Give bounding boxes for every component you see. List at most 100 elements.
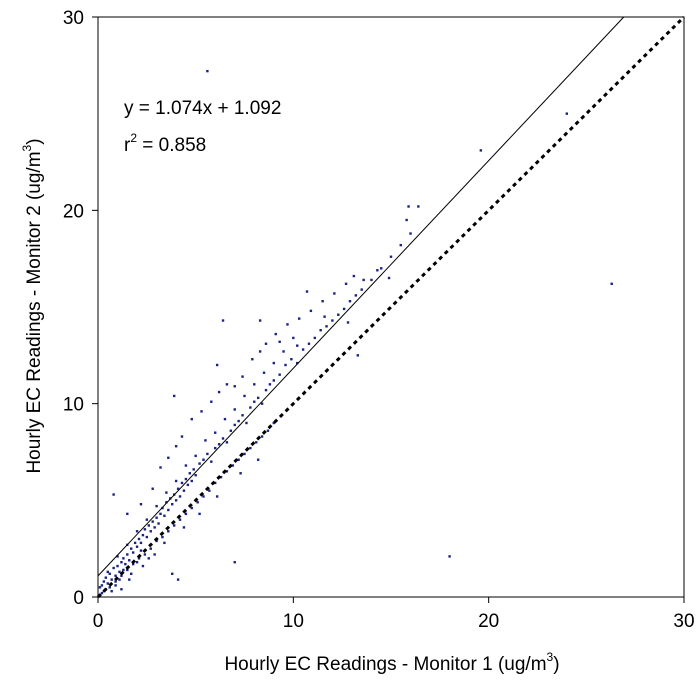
data-point bbox=[256, 458, 260, 461]
data-point bbox=[180, 435, 184, 438]
data-point bbox=[305, 290, 309, 293]
data-point bbox=[163, 514, 166, 517]
data-point bbox=[120, 561, 123, 564]
data-point bbox=[231, 464, 234, 467]
data-point bbox=[417, 205, 420, 208]
data-point bbox=[262, 371, 266, 374]
data-point bbox=[284, 363, 287, 367]
data-point bbox=[135, 530, 139, 533]
data-point bbox=[223, 417, 227, 421]
data-point bbox=[100, 584, 104, 587]
data-point bbox=[143, 528, 147, 531]
data-point bbox=[202, 495, 205, 498]
data-point bbox=[194, 474, 197, 477]
data-point bbox=[409, 232, 412, 235]
data-point bbox=[208, 489, 211, 492]
data-point bbox=[210, 460, 213, 463]
data-point bbox=[194, 454, 197, 458]
data-point bbox=[399, 243, 402, 247]
data-point bbox=[237, 458, 240, 461]
y-tick-label: 10 bbox=[63, 395, 84, 416]
data-point bbox=[126, 512, 129, 516]
data-point bbox=[196, 501, 199, 504]
data-point bbox=[356, 354, 359, 357]
data-point bbox=[155, 516, 158, 519]
data-point bbox=[135, 545, 139, 548]
data-point bbox=[346, 321, 350, 324]
data-point bbox=[264, 342, 268, 345]
data-point bbox=[190, 506, 193, 510]
data-point bbox=[249, 406, 252, 409]
data-point bbox=[210, 400, 213, 403]
data-point bbox=[214, 446, 217, 450]
data-point bbox=[153, 553, 156, 556]
x-axis-title-text: Hourly EC Readings - Monitor 1 (ug/m bbox=[224, 654, 546, 675]
data-point bbox=[149, 530, 152, 533]
data-point bbox=[253, 383, 256, 386]
data-point bbox=[233, 408, 236, 411]
data-point bbox=[286, 323, 289, 326]
data-point bbox=[145, 518, 149, 521]
data-point bbox=[319, 329, 322, 332]
data-point bbox=[141, 533, 145, 537]
r-squared-exponent: 2 bbox=[130, 131, 137, 145]
data-point bbox=[159, 466, 162, 469]
data-point bbox=[139, 541, 143, 545]
x-tick-label: 20 bbox=[478, 611, 499, 632]
data-point bbox=[151, 520, 154, 523]
data-point bbox=[342, 307, 346, 311]
data-point bbox=[139, 549, 143, 552]
data-point bbox=[214, 431, 217, 434]
data-point bbox=[120, 574, 123, 577]
data-point bbox=[151, 487, 154, 490]
data-point bbox=[331, 319, 334, 322]
y-axis-title-text: Hourly EC Readings - Monitor 2 (ug/m bbox=[24, 151, 45, 473]
data-point bbox=[292, 336, 295, 340]
data-point bbox=[362, 278, 365, 282]
r-squared-label: r2 = 0.858 bbox=[124, 131, 206, 156]
plot-frame bbox=[97, 16, 685, 598]
data-point bbox=[241, 414, 244, 417]
data-point bbox=[114, 580, 117, 583]
data-point bbox=[100, 591, 104, 595]
data-point bbox=[389, 255, 393, 258]
data-point bbox=[167, 530, 170, 533]
data-point bbox=[387, 276, 391, 280]
data-point bbox=[323, 315, 326, 318]
data-point bbox=[405, 218, 408, 222]
x-tick-label: 30 bbox=[673, 611, 694, 632]
data-point bbox=[296, 361, 299, 365]
data-point bbox=[143, 553, 147, 556]
data-point bbox=[354, 294, 358, 297]
data-point bbox=[110, 590, 113, 593]
data-point bbox=[131, 551, 135, 554]
data-point bbox=[106, 570, 109, 574]
data-point bbox=[264, 388, 268, 392]
data-point bbox=[167, 508, 170, 512]
data-point bbox=[352, 274, 356, 278]
data-point bbox=[204, 439, 207, 442]
data-point bbox=[321, 300, 324, 303]
data-point bbox=[174, 479, 178, 483]
data-point bbox=[309, 309, 313, 313]
data-point bbox=[165, 491, 168, 494]
data-point bbox=[258, 319, 262, 322]
data-point bbox=[126, 568, 129, 572]
data-point bbox=[184, 477, 188, 481]
y-tick-label: 0 bbox=[73, 588, 84, 609]
data-point bbox=[255, 441, 258, 444]
data-point bbox=[407, 205, 410, 208]
data-point bbox=[149, 547, 152, 550]
y-axis-title-close: ) bbox=[24, 138, 45, 144]
data-point bbox=[233, 561, 236, 564]
data-point bbox=[233, 385, 236, 388]
data-point bbox=[225, 441, 229, 444]
data-point bbox=[370, 278, 373, 282]
tick-labels: 0 10 20 30 0 10 20 30 bbox=[63, 8, 695, 632]
data-point bbox=[272, 361, 275, 365]
data-point bbox=[116, 564, 119, 568]
y-axis-title-exponent: 3 bbox=[20, 144, 34, 151]
data-point bbox=[190, 479, 193, 483]
x-tick-label: 0 bbox=[93, 611, 104, 632]
data-point bbox=[139, 503, 143, 506]
